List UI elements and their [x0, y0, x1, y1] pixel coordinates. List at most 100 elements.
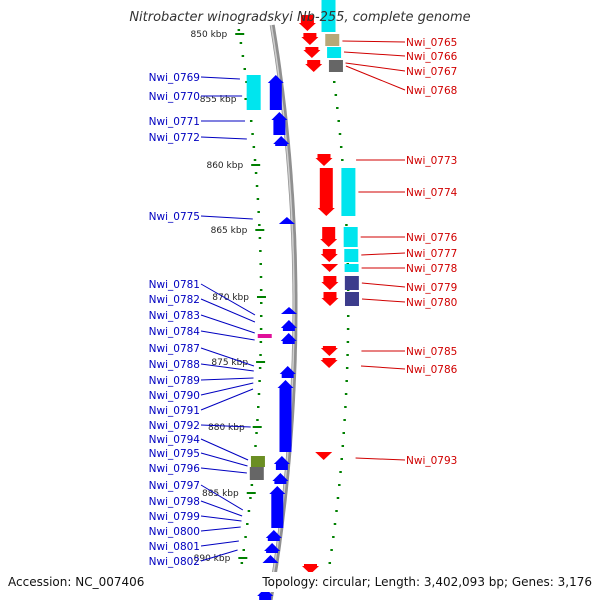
right-gene-label: Nwi_0774	[406, 187, 458, 199]
right-gene-label: Nwi_0786	[406, 364, 458, 376]
cog-feature-block	[321, 0, 336, 32]
right-label-leader	[355, 457, 406, 461]
reverse-gene-arrow	[321, 292, 339, 306]
right-gene-label: Nwi_0765	[406, 37, 457, 49]
right-gene-label: Nwi_0777	[406, 248, 457, 260]
reverse-gene-arrow	[303, 47, 321, 58]
reverse-gene-arrow	[320, 358, 338, 368]
right-gene-label: Nwi_0779	[406, 282, 457, 294]
left-gene-label: Nwi_0781	[149, 279, 200, 291]
left-label-leader	[200, 540, 239, 547]
reverse-gene-arrow	[315, 452, 333, 460]
reverse-gene-arrow	[315, 154, 333, 166]
left-gene-label: Nwi_0783	[149, 310, 200, 322]
scale-label: 880 kbp	[208, 423, 245, 433]
cog-feature-block	[344, 264, 359, 272]
left-gene-label: Nwi_0790	[149, 390, 200, 402]
scale-label: 875 kbp	[211, 358, 248, 368]
scale-label: 865 kbp	[211, 226, 248, 236]
left-gene-label: Nwi_0788	[149, 359, 200, 371]
left-label-leader	[200, 526, 241, 532]
left-gene-label: Nwi_0771	[149, 116, 200, 128]
left-gene-label: Nwi_0795	[149, 448, 200, 460]
forward-gene-arrow	[265, 530, 282, 541]
forward-gene-arrow	[278, 217, 295, 224]
right-label-leader	[361, 282, 406, 288]
right-label-leader	[361, 298, 406, 303]
reverse-gene-arrow	[302, 564, 319, 574]
forward-gene-arrow	[257, 588, 274, 600]
forward-gene-arrow	[280, 333, 297, 344]
reverse-gene-arrow	[301, 33, 319, 45]
left-gene-label: Nwi_0796	[149, 463, 201, 475]
right-label-leader	[343, 51, 406, 57]
cog-feature-block	[343, 227, 358, 247]
cog-feature-block	[327, 47, 342, 58]
left-label-leader	[200, 500, 243, 517]
forward-gene-arrow	[273, 136, 290, 146]
forward-gene-arrow	[269, 486, 286, 528]
forward-gene-arrow	[281, 307, 297, 314]
forward-gene-arrow	[273, 456, 290, 470]
forward-gene-arrow	[272, 473, 289, 484]
accession-text: Accession: NC_007406	[8, 575, 145, 589]
left-label-leader	[200, 549, 238, 562]
left-label-leader	[200, 484, 244, 511]
right-gene-label: Nwi_0793	[406, 455, 457, 467]
left-gene-label: Nwi_0789	[149, 375, 200, 387]
reverse-gene-arrow	[321, 276, 339, 290]
right-label-leader	[361, 252, 406, 256]
left-gene-label: Nwi_0799	[149, 511, 200, 523]
forward-gene-arrow	[280, 320, 297, 331]
left-gene-label: Nwi_0794	[149, 434, 201, 446]
left-gene-label: Nwi_0797	[149, 480, 200, 492]
topology-text: Topology: circular; Length: 3,402,093 bp…	[262, 575, 592, 589]
left-gene-label: Nwi_0775	[149, 211, 200, 223]
right-gene-label: Nwi_0780	[406, 297, 457, 309]
right-gene-label: Nwi_0778	[406, 263, 457, 275]
cog-feature-block	[344, 249, 359, 262]
left-label-leader	[200, 215, 253, 220]
cog-feature-block	[344, 292, 359, 306]
left-label-leader	[200, 76, 240, 80]
left-label-leader	[200, 515, 242, 522]
scale-label: 870 kbp	[212, 293, 249, 303]
reverse-gene-arrow	[298, 15, 316, 31]
scale-label: 860 kbp	[206, 161, 243, 171]
right-label-leader	[342, 40, 406, 43]
forward-gene-arrow	[264, 543, 281, 553]
left-gene-label: Nwi_0802	[149, 556, 200, 568]
reverse-gene-arrow	[320, 227, 338, 247]
left-label-leader	[200, 377, 254, 381]
right-gene-label: Nwi_0776	[406, 232, 458, 244]
reverse-gene-arrow	[317, 168, 335, 216]
right-gene-label: Nwi_0767	[406, 66, 457, 78]
cog-feature-block	[325, 34, 340, 46]
left-gene-label: Nwi_0769	[149, 72, 200, 84]
cog-feature-block	[344, 276, 359, 290]
left-gene-label: Nwi_0791	[149, 405, 200, 417]
left-gene-label: Nwi_0798	[149, 496, 200, 508]
left-label-leader	[200, 467, 247, 474]
right-label-leader	[345, 65, 406, 91]
left-label-leader	[200, 438, 249, 461]
left-gene-label: Nwi_0800	[149, 526, 200, 538]
forward-gene-arrow	[277, 380, 294, 452]
right-label-leader	[345, 62, 406, 72]
reverse-gene-arrow	[320, 249, 338, 262]
right-label-leader	[360, 365, 406, 370]
left-label-leader	[200, 298, 256, 323]
left-label-leader	[200, 363, 254, 372]
left-label-leader	[200, 424, 251, 428]
left-label-leader	[200, 136, 247, 140]
footer-background	[0, 572, 600, 592]
reverse-gene-arrow	[305, 60, 323, 72]
left-gene-label: Nwi_0770	[149, 91, 200, 103]
left-gene-label: Nwi_0784	[149, 326, 201, 338]
left-label-leader	[200, 452, 248, 467]
scale-label: 855 kbp	[200, 95, 237, 105]
cog-feature-block	[341, 168, 356, 216]
right-gene-label: Nwi_0773	[406, 155, 457, 167]
